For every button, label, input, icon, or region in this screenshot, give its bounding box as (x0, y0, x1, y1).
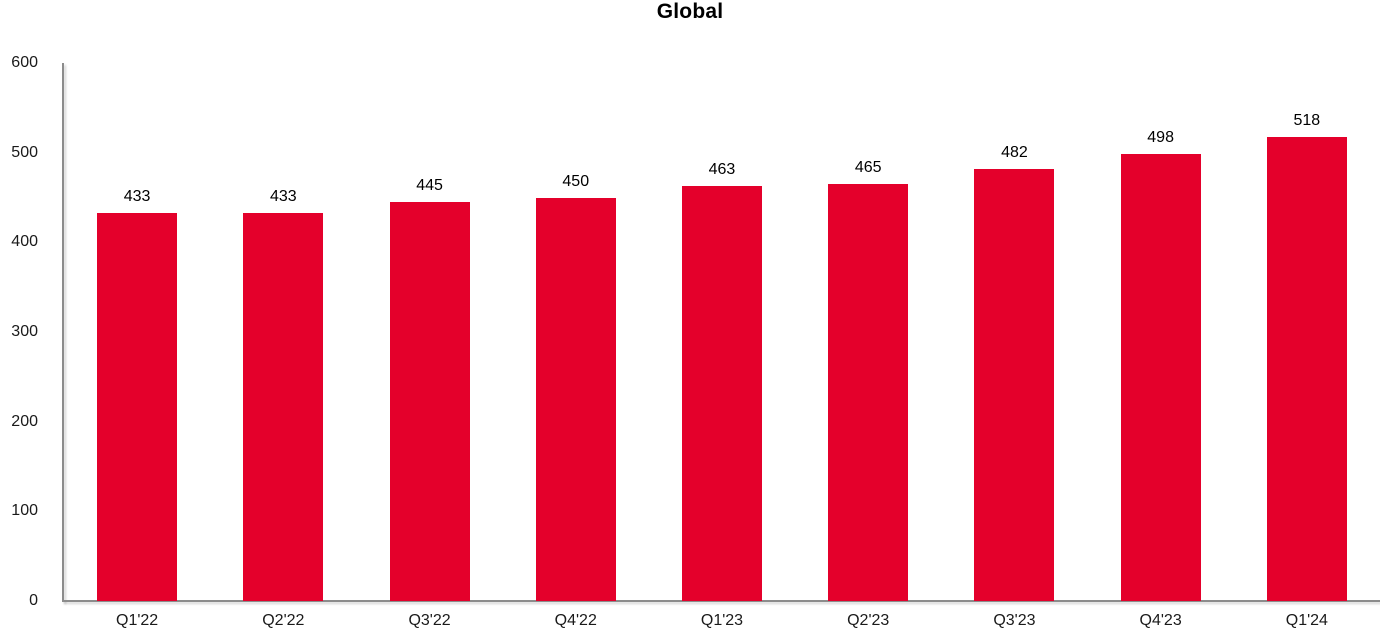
x-axis-label: Q4'22 (554, 612, 597, 629)
bar-value-label: 465 (854, 159, 882, 177)
bar-slot: 445 (356, 177, 502, 601)
bar (974, 168, 1055, 601)
y-axis-tick-labels: 0 100 200 300 400 500 600 (0, 55, 38, 609)
y-tick-label: 500 (11, 143, 38, 161)
x-axis-label: Q3'22 (408, 612, 451, 629)
chart-title: Global (656, 0, 724, 23)
bar-value-label: 450 (562, 172, 590, 190)
y-axis-line (62, 63, 64, 602)
bar (828, 184, 909, 601)
bar-slot: 450 (503, 172, 649, 601)
bar (243, 212, 324, 601)
bar (389, 201, 470, 601)
bar-slot: 433 (64, 188, 210, 601)
y-tick-label: 600 (11, 54, 38, 71)
bar-slot: 518 (1234, 112, 1380, 601)
bar-slot: 498 (1088, 129, 1234, 601)
bar-slot: 433 (210, 188, 356, 601)
bar (535, 197, 616, 601)
bar-slot: 465 (795, 159, 941, 601)
bar-value-label: 498 (1147, 129, 1174, 147)
bar-value-label: 482 (1001, 143, 1028, 161)
x-axis-labels: Q1'22 Q2'22 Q3'22 Q4'22 Q1'23 Q2'23 Q3'23 Q4'23… (64, 612, 1380, 630)
x-axis-label: Q2'22 (262, 612, 305, 629)
x-axis-label: Q1'22 (116, 612, 159, 629)
bar (97, 212, 178, 601)
bar-value-label: 433 (269, 187, 297, 205)
bar-value-label: 518 (1293, 111, 1321, 129)
y-tick-label: 300 (11, 323, 38, 340)
bar-value-label: 445 (416, 176, 443, 194)
bar-value-label: 463 (708, 160, 736, 178)
y-tick-label: 0 (29, 592, 38, 609)
y-tick-label: 200 (11, 412, 38, 430)
bar (1120, 154, 1201, 601)
bar-slot: 463 (649, 161, 795, 601)
plot-area: 433 433 445 450 463 465 482 498 518 (64, 63, 1380, 601)
x-axis-label: Q4'23 (1139, 612, 1182, 629)
y-tick-label: 400 (11, 233, 38, 251)
x-axis-label: Q1'24 (1285, 612, 1328, 629)
x-axis-label: Q3'23 (993, 612, 1036, 629)
bar (1266, 136, 1347, 601)
bar-slot: 482 (941, 144, 1087, 601)
y-tick-label: 100 (11, 502, 38, 520)
x-axis-label: Q2'23 (847, 612, 890, 629)
x-axis-line (62, 600, 1380, 602)
bar-value-label: 433 (123, 187, 151, 205)
bar (681, 185, 762, 601)
x-axis-label: Q1'23 (700, 612, 744, 629)
